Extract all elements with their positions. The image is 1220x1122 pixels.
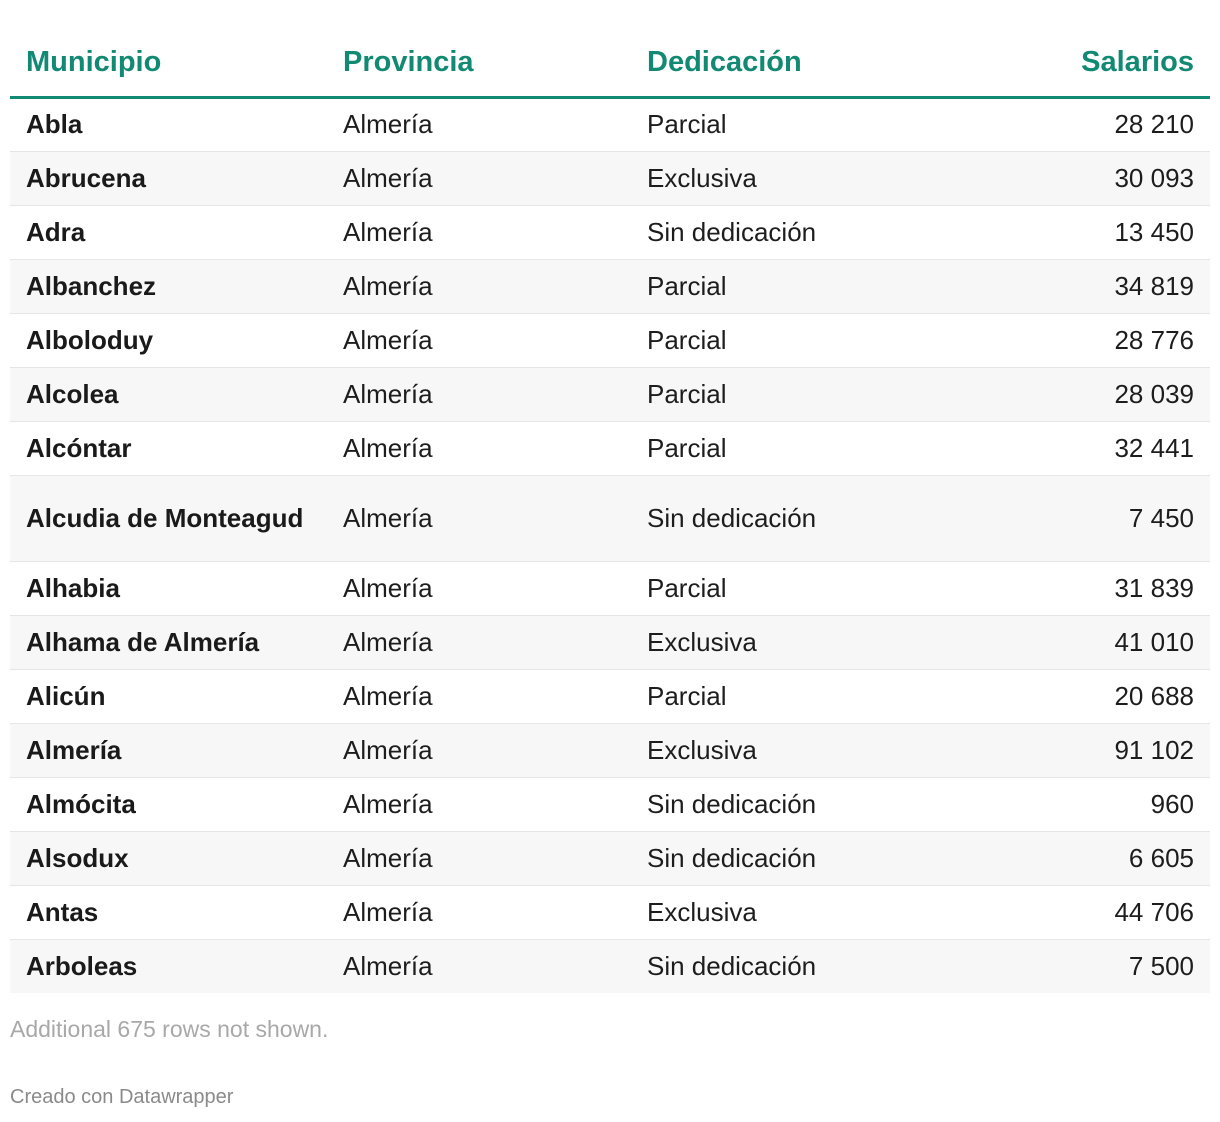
provincia-cell: Almería [327,205,631,260]
provincia-cell: Almería [327,421,631,476]
provincia-cell: Almería [327,97,631,152]
salarios-cell: 28 776 [1001,313,1210,368]
provincia-cell: Almería [327,939,631,993]
municipio-cell: Adra [10,205,327,260]
dedicacion-cell: Exclusiva [631,723,1001,778]
municipio-cell: Alboloduy [10,313,327,368]
municipio-cell: Abrucena [10,151,327,206]
provincia-cell: Almería [327,561,631,616]
table-row: Alhabia Almería Parcial 31 839 [10,561,1210,616]
salarios-cell: 20 688 [1001,669,1210,724]
salarios-cell: 6 605 [1001,831,1210,886]
table-row: Adra Almería Sin dedicación 13 450 [10,205,1210,260]
dedicacion-cell: Parcial [631,421,1001,476]
dedicacion-cell: Exclusiva [631,151,1001,206]
salarios-cell: 30 093 [1001,151,1210,206]
dedicacion-cell: Exclusiva [631,615,1001,670]
table-row: Arboleas Almería Sin dedicación 7 500 [10,939,1210,993]
salarios-cell: 44 706 [1001,885,1210,940]
table-row: Alcudia de Monteagud Almería Sin dedicació… [10,475,1210,562]
table-row: Alhama de Almería Almería Exclusiva 41 010 [10,615,1210,670]
provincia-cell: Almería [327,367,631,422]
column-header-dedicacion[interactable]: Dedicación [631,0,1001,99]
municipio-cell: Abla [10,97,327,152]
salarios-cell: 31 839 [1001,561,1210,616]
column-header-provincia[interactable]: Provincia [327,0,631,99]
datawrapper-credit: Creado con Datawrapper [10,1086,234,1108]
table-row: Albanchez Almería Parcial 34 819 [10,259,1210,314]
header-row: Municipio Provincia Dedicación Salarios [10,0,1210,99]
column-header-municipio[interactable]: Municipio [10,0,327,99]
municipio-cell: Arboleas [10,939,327,993]
salarios-cell: 91 102 [1001,723,1210,778]
column-header-salarios[interactable]: Salarios [1001,0,1210,99]
municipio-cell: Alicún [10,669,327,724]
municipio-cell: Almería [10,723,327,778]
provincia-cell: Almería [327,777,631,832]
data-table: Municipio Provincia Dedicación Salarios … [10,0,1210,993]
table-row: Antas Almería Exclusiva 44 706 [10,885,1210,940]
provincia-cell: Almería [327,313,631,368]
salarios-cell: 28 210 [1001,97,1210,152]
salarios-cell: 41 010 [1001,615,1210,670]
salarios-cell: 34 819 [1001,259,1210,314]
salarios-cell: 28 039 [1001,367,1210,422]
salarios-cell: 960 [1001,777,1210,832]
dedicacion-cell: Exclusiva [631,885,1001,940]
provincia-cell: Almería [327,723,631,778]
dedicacion-cell: Parcial [631,97,1001,152]
rows-not-shown-note: Additional 675 rows not shown. [10,1016,329,1042]
municipio-cell: Albanchez [10,259,327,314]
provincia-cell: Almería [327,831,631,886]
dedicacion-cell: Parcial [631,259,1001,314]
provincia-cell: Almería [327,669,631,724]
table-row: Alcóntar Almería Parcial 32 441 [10,421,1210,476]
table-row: Alsodux Almería Sin dedicación 6 605 [10,831,1210,886]
table-body: Abla Almería Parcial 28 210 Abrucena Almería E… [10,97,1210,993]
salarios-cell: 32 441 [1001,421,1210,476]
provincia-cell: Almería [327,885,631,940]
municipio-cell: Alhabia [10,561,327,616]
salarios-cell: 13 450 [1001,205,1210,260]
dedicacion-cell: Parcial [631,367,1001,422]
table-row: Abrucena Almería Exclusiva 30 093 [10,151,1210,206]
table-row: Almócita Almería Sin dedicación 960 [10,777,1210,832]
provincia-cell: Almería [327,259,631,314]
salarios-cell: 7 450 [1001,475,1210,562]
table-container: Municipio Provincia Dedicación Salarios … [10,0,1210,993]
dedicacion-cell: Parcial [631,561,1001,616]
dedicacion-cell: Sin dedicación [631,205,1001,260]
municipio-cell: Alcudia de Monteagud [10,475,327,562]
municipio-cell: Alsodux [10,831,327,886]
dedicacion-cell: Parcial [631,313,1001,368]
table-row: Alicún Almería Parcial 20 688 [10,669,1210,724]
provincia-cell: Almería [327,151,631,206]
dedicacion-cell: Sin dedicación [631,777,1001,832]
salarios-cell: 7 500 [1001,939,1210,993]
provincia-cell: Almería [327,615,631,670]
municipio-cell: Antas [10,885,327,940]
dedicacion-cell: Sin dedicación [631,939,1001,993]
table-row: Abla Almería Parcial 28 210 [10,97,1210,152]
municipio-cell: Alcóntar [10,421,327,476]
dedicacion-cell: Parcial [631,669,1001,724]
table-row: Alcolea Almería Parcial 28 039 [10,367,1210,422]
table-row: Alboloduy Almería Parcial 28 776 [10,313,1210,368]
municipio-cell: Alhama de Almería [10,615,327,670]
municipio-cell: Almócita [10,777,327,832]
table-row: Almería Almería Exclusiva 91 102 [10,723,1210,778]
municipio-cell: Alcolea [10,367,327,422]
provincia-cell: Almería [327,475,631,562]
dedicacion-cell: Sin dedicación [631,475,1001,562]
dedicacion-cell: Sin dedicación [631,831,1001,886]
